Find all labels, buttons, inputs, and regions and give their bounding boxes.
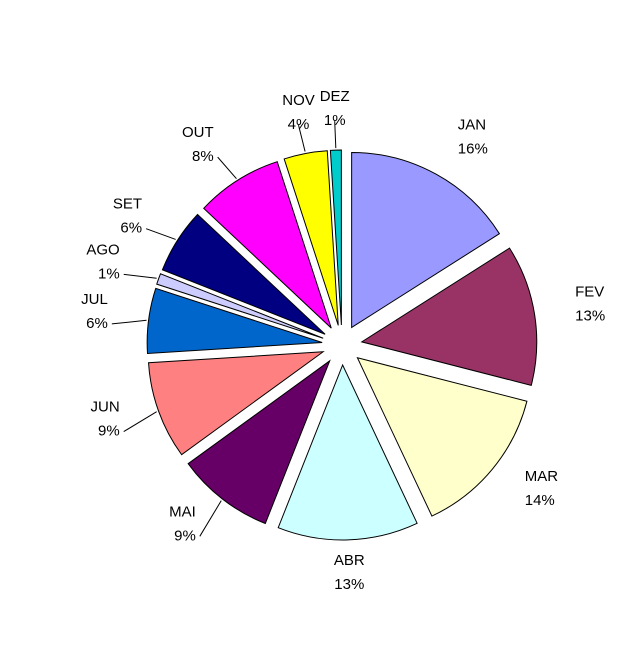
leader-line [145,228,176,240]
category-label: ABR [334,552,365,569]
category-label: JUL [81,291,108,308]
pie-slice [146,287,323,355]
pie-slice [187,359,331,525]
value-label: 8% [192,148,214,165]
leader-line [123,273,157,279]
pie-slice [360,247,538,387]
category-label: JAN [458,117,486,134]
category-label: NOV [282,92,315,109]
leader-line [217,156,237,179]
pie-slice [203,161,332,329]
pie-slice [156,273,324,339]
leader-line [111,319,147,325]
leader-line [123,411,157,433]
category-label: MAI [169,503,196,520]
value-label: 13% [575,308,605,325]
category-label: SET [113,196,142,213]
category-label: OUT [182,124,214,141]
pie-slice [329,149,342,326]
value-label: 1% [98,265,120,282]
pie-slice [277,363,418,541]
category-label: FEV [575,284,604,301]
pie-slice [147,351,325,456]
value-label: 4% [288,116,310,133]
category-label: MAR [525,468,559,485]
value-label: 6% [120,220,142,237]
value-label: 16% [458,141,488,158]
value-label: 14% [525,492,555,509]
value-label: 6% [86,315,108,332]
pie-slice [283,150,339,326]
category-label: JUN [91,399,120,416]
value-label: 13% [334,576,364,593]
leader-line [334,121,337,149]
value-label: 9% [174,527,196,544]
leader-line [199,500,222,537]
category-label: DEZ [320,88,350,105]
pie-slice [351,151,501,329]
category-label: AGO [86,241,119,258]
pie-slice [356,356,528,517]
pie-slice [161,213,326,335]
value-label: 1% [324,112,346,129]
leader-line [298,124,306,152]
value-label: 9% [98,423,120,440]
